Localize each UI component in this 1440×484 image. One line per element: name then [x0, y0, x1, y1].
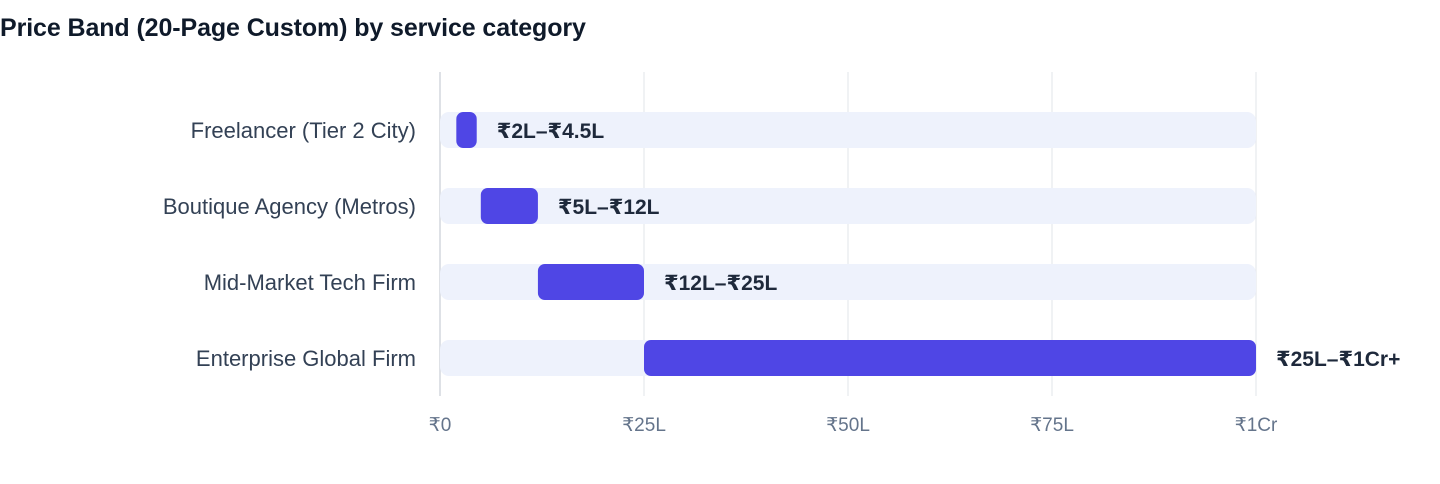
x-axis-ticks: ₹0 ₹25L ₹50L ₹75L ₹1Cr [429, 415, 1278, 436]
category-label: Boutique Agency (Metros) [163, 194, 416, 219]
range-bar[interactable] [537, 264, 644, 300]
bar-layer [456, 112, 1256, 376]
category-label: Mid-Market Tech Firm [204, 270, 416, 295]
range-bar[interactable] [456, 112, 477, 148]
x-tick-label: ₹0 [429, 415, 452, 436]
x-tick-label: ₹75L [1030, 415, 1074, 436]
label-layer: Freelancer (Tier 2 City) ₹2L–₹4.5L Boutiqu… [163, 118, 1401, 371]
bar-track [440, 112, 1256, 148]
range-value-label: ₹5L–₹12L [558, 196, 660, 219]
x-tick-label: ₹1Cr [1235, 415, 1278, 436]
category-label: Freelancer (Tier 2 City) [191, 118, 416, 143]
range-bar[interactable] [480, 188, 538, 224]
x-tick-label: ₹25L [622, 415, 666, 436]
range-bar[interactable] [644, 340, 1256, 376]
range-value-label: ₹2L–₹4.5L [497, 120, 605, 143]
range-value-label: ₹12L–₹25L [664, 272, 777, 295]
chart-title: Price Band (20-Page Custom) by service c… [0, 14, 586, 42]
bar-track [440, 188, 1256, 224]
category-label: Enterprise Global Firm [196, 346, 416, 371]
range-value-label: ₹25L–₹1Cr+ [1276, 348, 1400, 371]
x-tick-label: ₹50L [826, 415, 870, 436]
